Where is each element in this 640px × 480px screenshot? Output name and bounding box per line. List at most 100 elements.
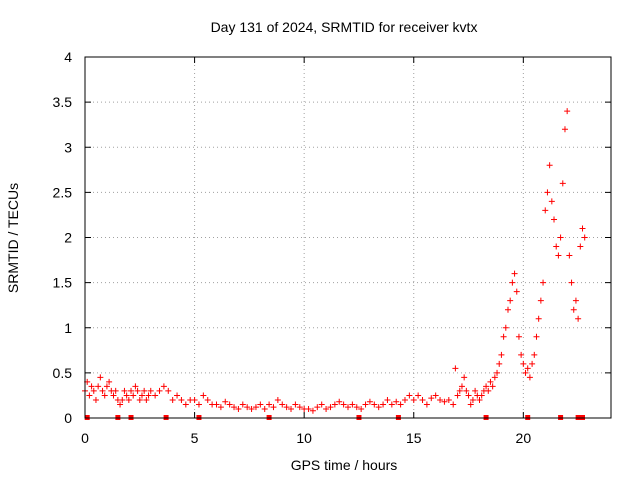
data-point (419, 396, 426, 403)
data-point (125, 396, 132, 403)
y-tick-label: 2 (64, 230, 72, 246)
data-point (353, 404, 360, 411)
data-point (112, 387, 119, 394)
data-point (423, 401, 430, 408)
data-point (90, 387, 97, 394)
data-point (566, 252, 573, 259)
data-point (222, 398, 229, 405)
data-point (507, 297, 514, 304)
data-point (86, 392, 93, 399)
tick-labels: 0 0.5 1 1.5 2 2.5 3 3.5 4 0 5 10 15 20 (53, 49, 532, 446)
data-point (542, 207, 549, 214)
data-point (559, 180, 566, 187)
data-point (445, 396, 452, 403)
y-tick-label: 3.5 (53, 94, 73, 110)
data-point (452, 365, 459, 372)
data-point (305, 405, 312, 412)
data-point (531, 351, 538, 358)
data-point (152, 392, 159, 399)
data-point (410, 396, 417, 403)
data-point (568, 279, 575, 286)
data-point (489, 383, 496, 390)
data-point (551, 216, 558, 223)
data-point (261, 405, 268, 412)
data-point (257, 401, 264, 408)
data-point (121, 387, 128, 394)
data-point (437, 396, 444, 403)
data-point (393, 398, 400, 405)
x-tick-label: 0 (81, 430, 89, 446)
data-point (515, 333, 522, 340)
data-point (463, 387, 470, 394)
x-tick-label: 20 (516, 430, 532, 446)
data-point (138, 392, 145, 399)
data-point (340, 401, 347, 408)
data-point (169, 396, 176, 403)
data-point (178, 396, 185, 403)
data-point (522, 369, 529, 376)
data-point (533, 333, 540, 340)
data-point (494, 369, 501, 376)
data-point (555, 252, 562, 259)
data-point (147, 387, 154, 394)
data-point (544, 189, 551, 196)
data-point (581, 234, 588, 241)
data-point (130, 392, 137, 399)
data-point (537, 297, 544, 304)
data-point (296, 404, 303, 411)
data-point (349, 401, 356, 408)
data-point (270, 404, 277, 411)
data-point (128, 387, 135, 394)
data-point (331, 401, 338, 408)
data-point (520, 360, 527, 367)
data-point (97, 374, 104, 381)
data-point (156, 387, 163, 394)
data-point (375, 404, 382, 411)
data-point (557, 234, 564, 241)
data-point (500, 333, 507, 340)
data-point (553, 243, 560, 250)
data-point (309, 407, 316, 414)
data-points (82, 108, 588, 414)
data-point (502, 324, 509, 331)
data-point (561, 126, 568, 133)
data-point (266, 401, 273, 408)
y-tick-label: 3 (64, 139, 72, 155)
y-tick-label: 4 (64, 49, 72, 65)
data-point (204, 396, 211, 403)
data-point (288, 405, 295, 412)
data-point (570, 306, 577, 313)
data-point (577, 243, 584, 250)
data-point (467, 401, 474, 408)
data-point (318, 401, 325, 408)
data-point (504, 306, 511, 313)
data-point (388, 401, 395, 408)
data-point (548, 198, 555, 205)
data-point (143, 396, 150, 403)
data-point (252, 404, 259, 411)
data-point (380, 401, 387, 408)
data-point (441, 398, 448, 405)
data-point (165, 387, 172, 394)
data-point (141, 387, 148, 394)
y-tick-label: 1.5 (53, 275, 73, 291)
data-point (406, 392, 413, 399)
x-tick-label: 10 (296, 430, 312, 446)
data-point (513, 288, 520, 295)
data-point (415, 392, 422, 399)
data-point (323, 405, 330, 412)
data-point (572, 297, 579, 304)
data-point (336, 398, 343, 405)
data-point (213, 401, 220, 408)
data-point (106, 378, 113, 385)
data-point (540, 279, 547, 286)
x-tick-label: 5 (191, 430, 199, 446)
data-point (123, 392, 130, 399)
data-point (145, 392, 152, 399)
data-point (292, 401, 299, 408)
data-point (428, 395, 435, 402)
data-point (465, 392, 472, 399)
data-point (472, 387, 479, 394)
data-point (88, 383, 95, 390)
